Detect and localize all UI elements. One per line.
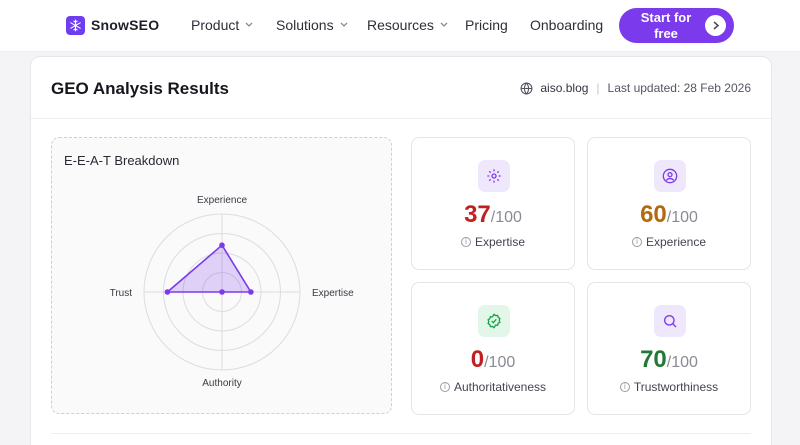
eeat-breakdown-panel: E-E-A-T Breakdown Experience Expertise Aut…: [51, 137, 392, 414]
nav-resources[interactable]: Resources: [367, 17, 448, 33]
score-card-experience: 60/100 i Experience: [587, 137, 751, 270]
radar-point-authority: [219, 289, 225, 295]
nav-product-label: Product: [191, 17, 240, 33]
score-max: /100: [666, 354, 698, 371]
radar-point-expertise: [248, 289, 254, 295]
brand-logo[interactable]: SnowSEO: [66, 15, 159, 35]
nav-product[interactable]: Product: [191, 17, 253, 33]
nav-onboarding[interactable]: Onboarding: [530, 17, 603, 33]
score-number: 0: [470, 346, 485, 373]
search-icon: [654, 305, 686, 337]
last-updated: Last updated: 28 Feb 2026: [607, 81, 751, 95]
score-number: 70: [640, 346, 667, 373]
score-max: /100: [484, 354, 516, 371]
chevron-down-icon: [440, 22, 448, 27]
meta-divider: |: [596, 81, 600, 95]
info-icon[interactable]: i: [439, 382, 450, 392]
score-number: 37: [464, 201, 491, 228]
info-icon[interactable]: i: [631, 237, 642, 247]
snowflake-icon: [66, 15, 85, 35]
nav-pricing-label: Pricing: [465, 17, 508, 33]
page-title: GEO Analysis Results: [51, 79, 229, 98]
info-icon[interactable]: i: [460, 237, 471, 247]
score-value: 70/100: [588, 346, 750, 374]
nav-resources-label: Resources: [367, 17, 434, 33]
score-label: i Trustworthiness: [588, 380, 750, 394]
score-label-text: Expertise: [474, 235, 526, 249]
eeat-radar-chart: Experience Expertise Authority Trust: [110, 195, 355, 389]
radar-point-trust: [164, 289, 171, 295]
score-card-trustworthiness: 70/100 i Trustworthiness: [587, 282, 751, 415]
score-label-text: Trustworthiness: [633, 380, 719, 394]
radar-axis-label: Expertise: [312, 288, 354, 299]
results-header: GEO Analysis Results aiso.blog | Last up…: [31, 57, 771, 119]
score-label: i Experience: [588, 235, 750, 249]
radar-axis-label: Trust: [110, 288, 133, 299]
score-number: 60: [640, 201, 667, 228]
user-icon: [654, 160, 686, 192]
globe-icon: [520, 81, 533, 95]
badge-check-icon: [478, 305, 510, 337]
chevron-down-icon: [340, 22, 348, 27]
score-label: i Expertise: [412, 235, 574, 249]
geo-results-card: GEO Analysis Results aiso.blog | Last up…: [30, 56, 772, 445]
score-value: 60/100: [588, 201, 750, 229]
brand-name: SnowSEO: [91, 17, 160, 33]
score-max: /100: [666, 209, 698, 226]
score-label-text: Authoritativeness: [453, 380, 547, 394]
score-value: 37/100: [412, 201, 574, 229]
nav-onboarding-label: Onboarding: [530, 17, 604, 33]
nav-solutions[interactable]: Solutions: [276, 17, 348, 33]
radar-point-experience: [219, 242, 225, 248]
domain-label: aiso.blog: [540, 81, 589, 95]
score-value: 0/100: [412, 346, 574, 374]
nav-solutions-label: Solutions: [276, 17, 334, 33]
score-label: i Authoritativeness: [412, 380, 574, 394]
nav-pricing[interactable]: Pricing: [465, 17, 508, 33]
score-max: /100: [490, 209, 522, 226]
results-meta: aiso.blog | Last updated: 28 Feb 2026: [520, 81, 751, 95]
info-icon[interactable]: i: [619, 382, 630, 392]
cta-label: Start for free: [640, 10, 692, 41]
score-label-text: Experience: [645, 235, 707, 249]
start-for-free-button[interactable]: Start for free: [619, 8, 734, 43]
chevron-right-icon: [705, 15, 726, 36]
eeat-title: E-E-A-T Breakdown: [64, 153, 180, 168]
chevron-down-icon: [245, 22, 253, 27]
gear-icon: [478, 160, 510, 192]
radar-area: [165, 243, 253, 293]
radar-axis-label: Experience: [197, 195, 247, 206]
score-card-expertise: 37/100 i Expertise: [411, 137, 575, 270]
score-card-authoritativeness: 0/100 i Authoritativeness: [411, 282, 575, 415]
top-nav: SnowSEO Product Solutions Resources Pric…: [0, 0, 800, 52]
section-divider: [51, 433, 751, 434]
radar-axis-label: Authority: [202, 378, 241, 389]
